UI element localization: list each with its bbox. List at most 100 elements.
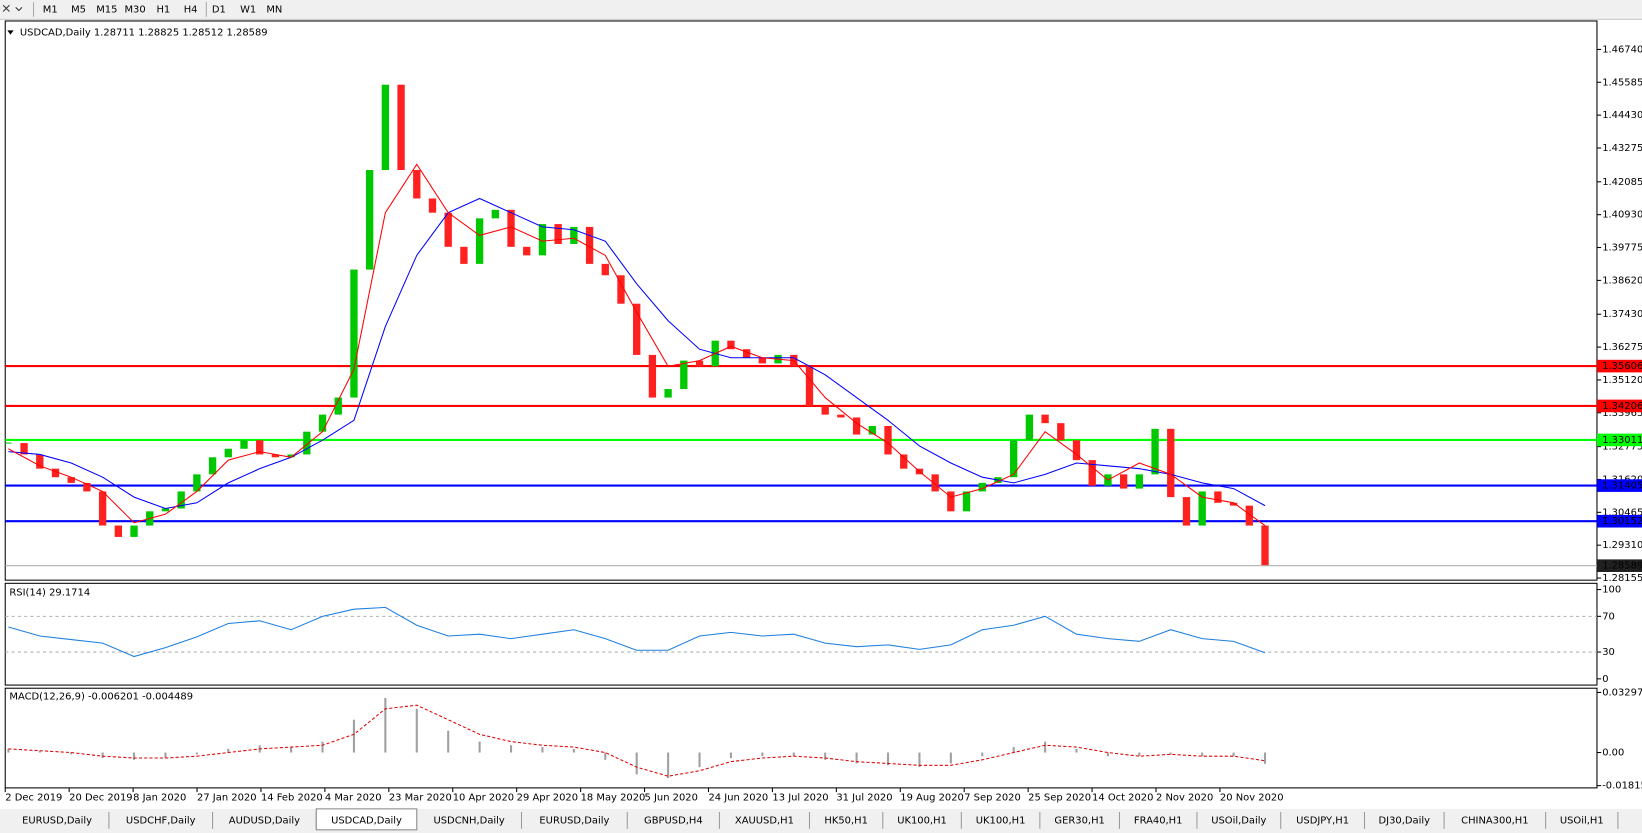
candle <box>1010 440 1018 478</box>
tab[interactable]: USDCHF,Daily <box>126 815 196 826</box>
timeframe-button[interactable]: M15 <box>96 4 117 15</box>
tab[interactable]: USDCAD,Daily <box>331 815 402 826</box>
y-tick-label: 0 <box>1602 674 1608 685</box>
candle <box>601 263 609 276</box>
candle <box>1135 474 1144 489</box>
level-tag-label: 1.35606 <box>1602 361 1642 372</box>
macd-bar <box>478 741 481 753</box>
macd-bar <box>1201 752 1204 757</box>
tab[interactable]: CHINA300,H1 <box>1461 815 1528 826</box>
candle <box>256 440 264 455</box>
candle <box>1072 440 1081 461</box>
macd-bar <box>1044 741 1047 753</box>
tab[interactable]: XAUUSD,H1 <box>735 815 794 826</box>
macd-bar <box>886 752 890 766</box>
macd-panel <box>4 687 1598 789</box>
x-tick-label: 5 Jun 2020 <box>645 792 698 803</box>
tab[interactable]: GER30,H1 <box>1054 815 1104 826</box>
candle <box>570 226 578 244</box>
candle <box>585 226 594 264</box>
candle <box>1151 428 1159 475</box>
x-tick-label: 25 Sep 2020 <box>1028 792 1091 803</box>
candle <box>20 443 28 455</box>
x-tick-label: 2 Nov 2020 <box>1156 792 1213 803</box>
tab[interactable]: FRA40,H1 <box>1134 815 1183 826</box>
timeframe-button[interactable]: W1 <box>240 4 256 15</box>
timeframe-button[interactable]: M30 <box>124 4 145 15</box>
candle <box>475 218 484 264</box>
candle <box>161 508 170 512</box>
collapse-arrow[interactable] <box>7 30 14 35</box>
y-tick-label: 1.46740 <box>1602 44 1642 55</box>
tab[interactable]: DJ30,Daily <box>1379 815 1431 826</box>
macd-bar <box>981 752 984 757</box>
tab[interactable]: AUDUSD,Daily <box>229 815 300 826</box>
x-tick-label: 23 Mar 2020 <box>389 792 452 803</box>
tab[interactable]: GBPUSD,H4 <box>644 815 703 826</box>
candle <box>36 454 44 469</box>
y-tick-label: 1.30465 <box>1602 507 1642 518</box>
timeframe-button[interactable]: H4 <box>184 4 198 15</box>
candle <box>837 414 845 418</box>
active-tab[interactable] <box>315 808 418 831</box>
macd-bar <box>1075 748 1078 753</box>
moving-average <box>8 163 1266 526</box>
x-tick-label: 29 Apr 2020 <box>517 792 578 803</box>
candle <box>224 448 232 458</box>
tab-bar <box>0 808 1642 833</box>
x-tick-label: 8 Jan 2020 <box>133 792 186 803</box>
candle <box>177 491 185 509</box>
candle <box>350 269 358 398</box>
macd-bar <box>667 752 670 779</box>
toolbar-icon[interactable] <box>2 4 23 12</box>
candle <box>695 360 704 367</box>
tab[interactable]: UK100,H1 <box>897 815 947 826</box>
candle <box>51 468 60 478</box>
macd-bar <box>729 752 732 759</box>
candle <box>523 246 531 256</box>
timeframe-button[interactable]: M5 <box>71 4 86 15</box>
tab[interactable]: EURUSD,Daily <box>22 815 92 826</box>
candle <box>491 209 499 219</box>
macd-title: MACD(12,26,9) -0.006201 -0.004489 <box>9 692 193 703</box>
macd-bar <box>164 752 167 759</box>
timeframe-button[interactable]: D1 <box>212 4 226 15</box>
candle <box>868 426 876 435</box>
tab[interactable]: HK50,H1 <box>824 815 868 826</box>
x-tick-label: 18 May 2020 <box>581 792 646 803</box>
macd-bar <box>1012 747 1015 753</box>
candle <box>900 454 908 469</box>
candle <box>444 212 452 247</box>
candle <box>130 525 138 537</box>
macd-bar <box>635 752 638 775</box>
candle <box>1088 460 1096 486</box>
main-panel <box>4 20 1598 581</box>
candle <box>852 417 861 435</box>
tab[interactable]: USDJPY,H1 <box>1296 815 1349 826</box>
candle <box>884 426 892 455</box>
tab[interactable]: USOil,Daily <box>1211 815 1266 826</box>
candle <box>931 474 939 492</box>
y-tick-label: 1.37430 <box>1602 309 1642 320</box>
tab[interactable]: EURUSD,Daily <box>539 815 609 826</box>
candle <box>318 414 327 432</box>
candle <box>1057 423 1065 441</box>
rsi-title: RSI(14) 29.1714 <box>9 588 90 599</box>
y-tick-label: 30 <box>1602 647 1615 658</box>
tab[interactable]: USDCNH,Daily <box>433 815 504 826</box>
candle <box>98 491 107 526</box>
macd-bar <box>1138 752 1141 757</box>
timeframe-button[interactable]: M1 <box>43 4 58 15</box>
macd-bar <box>509 745 513 753</box>
candle <box>428 198 437 213</box>
timeframe-button[interactable]: H1 <box>156 4 170 15</box>
timeframe-button[interactable]: MN <box>266 4 282 15</box>
tab[interactable]: UK100,H1 <box>976 815 1026 826</box>
level-tag-label: 1.34206 <box>1602 401 1642 412</box>
y-tick-label: 1.45585 <box>1602 77 1642 88</box>
macd-bar <box>541 747 544 753</box>
candle <box>1229 502 1238 506</box>
tab[interactable]: USOil,H1 <box>1560 815 1604 826</box>
x-tick-label: 7 Sep 2020 <box>964 792 1021 803</box>
macd-bar <box>132 752 136 760</box>
